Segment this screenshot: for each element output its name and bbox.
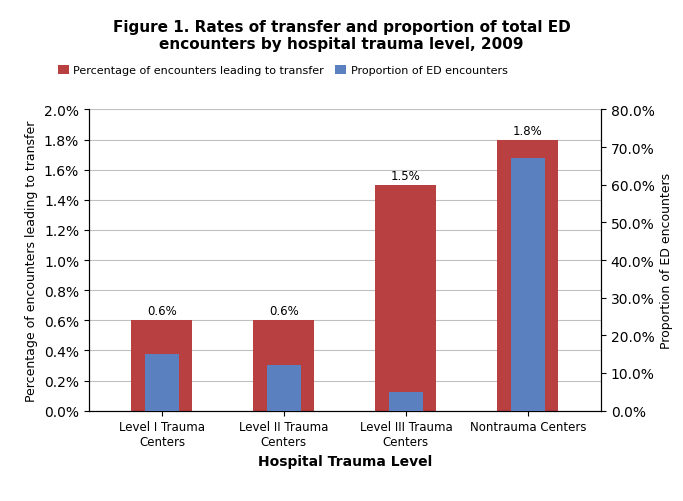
Text: 1.5%: 1.5% [391, 169, 421, 182]
Bar [511, 159, 544, 411]
X-axis label: Hospital Trauma Level: Hospital Trauma Level [257, 454, 432, 468]
Legend: Percentage of encounters leading to transfer, Proportion of ED encounters: Percentage of encounters leading to tran… [53, 62, 512, 81]
Bar [145, 355, 179, 411]
Text: Figure 1. Rates of transfer and proportion of total ED
encounters by hospital tr: Figure 1. Rates of transfer and proporti… [113, 20, 570, 53]
Text: 0.6%: 0.6% [269, 305, 298, 318]
Text: 0.6%: 0.6% [147, 305, 177, 318]
Y-axis label: Proportion of ED encounters: Proportion of ED encounters [660, 173, 673, 348]
Text: 1.8%: 1.8% [513, 124, 543, 137]
Bar [376, 185, 436, 411]
Bar [497, 140, 559, 411]
Y-axis label: Percentage of encounters leading to transfer: Percentage of encounters leading to tran… [25, 120, 38, 401]
Bar [267, 366, 301, 411]
Bar [132, 321, 193, 411]
Bar [253, 321, 314, 411]
Bar [389, 392, 423, 411]
